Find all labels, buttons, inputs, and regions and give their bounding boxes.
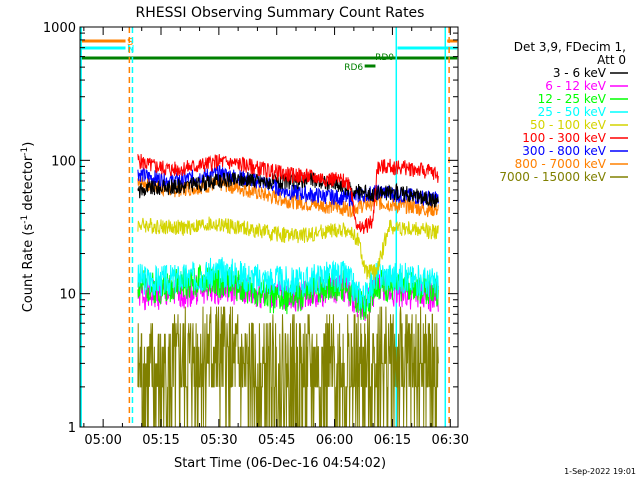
series-line-4 — [137, 216, 439, 281]
series-line-5 — [137, 153, 439, 234]
x-tick-label: 05:00 — [84, 433, 121, 448]
flag-rd0-label: RD0 — [375, 53, 394, 63]
y-axis-label: Count Rate (s-1 detector-1) — [20, 142, 36, 313]
series-layer — [137, 153, 439, 428]
y-tick-label: 1000 — [43, 21, 76, 36]
x-tick-label: 06:30 — [432, 433, 469, 448]
x-tick-label: 06:00 — [316, 433, 353, 448]
legend-entry-label: 25 - 50 keV — [538, 105, 607, 119]
x-tick-label: 05:15 — [142, 433, 179, 448]
y-tick-label: 1 — [68, 421, 76, 436]
series-line-3 — [137, 257, 439, 312]
flag-rd6-label: RD6 — [344, 63, 363, 73]
legend-entry-label: 3 - 6 keV — [553, 66, 607, 80]
flag-n-label: N — [127, 44, 134, 55]
y-axis: 1 10 100 1000 — [43, 21, 458, 436]
chart-title: RHESSI Observing Summary Count Rates — [136, 5, 425, 21]
legend-entry-label: 100 - 300 keV — [522, 131, 606, 145]
legend-entry-label: 6 - 12 keV — [545, 79, 607, 93]
status-flags: SN RD0 RD6 — [81, 37, 458, 73]
y-tick-label: 10 — [59, 288, 76, 303]
series-line-2 — [137, 263, 439, 320]
legend-header-line2: Att 0 — [597, 53, 626, 67]
y-tick-label: 100 — [51, 154, 76, 169]
legend-header-line1: Det 3,9, FDecim 1, — [514, 40, 626, 54]
legend-entry-label: 50 - 100 keV — [530, 118, 607, 132]
series-line-7 — [137, 174, 439, 218]
footer-date: 1-Sep-2022 19:01 — [564, 467, 636, 476]
series-line-8 — [137, 306, 439, 428]
x-axis-label: Start Time (06-Dec-16 04:54:02) — [174, 456, 386, 471]
legend-entry-label: 12 - 25 keV — [538, 92, 607, 106]
x-axis: 05:00 05:15 05:30 05:45 06:00 06:15 06:30 — [83, 27, 469, 448]
legend-entry-label: 7000 - 15000 keV — [499, 170, 606, 184]
x-tick-label: 05:45 — [258, 433, 295, 448]
plot-frame — [79, 26, 459, 428]
legend-entry-label: 300 - 800 keV — [522, 144, 606, 158]
x-tick-label: 06:15 — [374, 433, 411, 448]
legend-entry-label: 800 - 7000 keV — [515, 157, 607, 171]
flag-s-label: S — [127, 37, 133, 48]
x-tick-label: 05:30 — [200, 433, 237, 448]
